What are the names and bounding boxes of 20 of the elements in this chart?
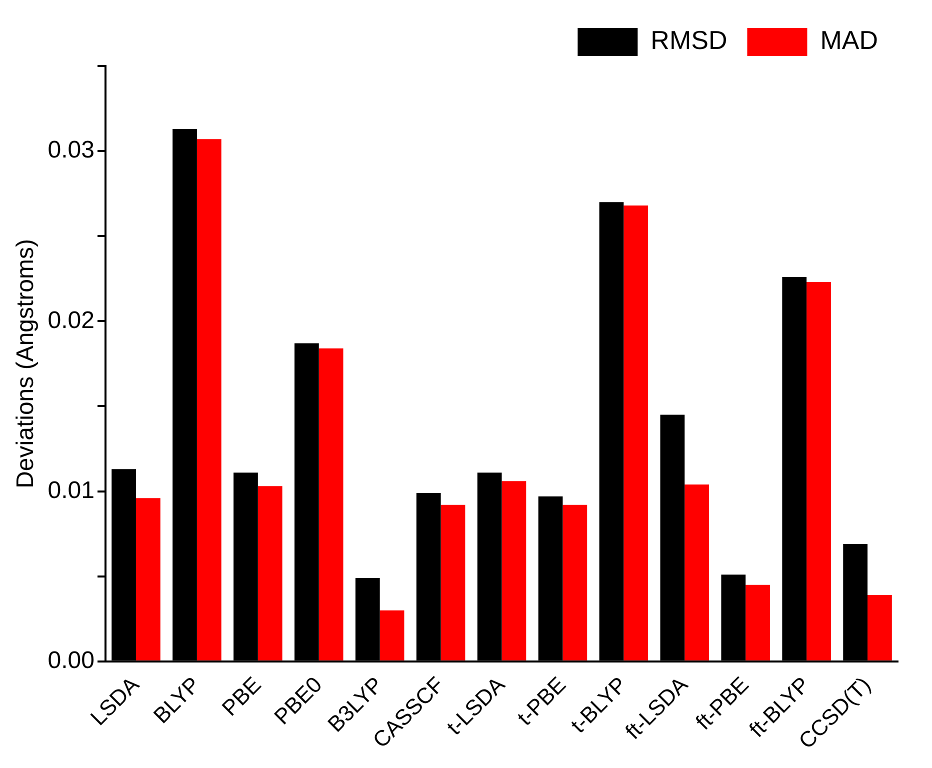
y-tick-label: 0.00 (48, 647, 95, 674)
bar (318, 348, 344, 660)
bar (196, 139, 222, 660)
legend-label: MAD (820, 25, 878, 56)
legend-label: RMSD (650, 25, 728, 56)
bar (502, 481, 526, 660)
bar (136, 498, 160, 660)
y-tick-label: 0.03 (48, 136, 95, 164)
bar (806, 282, 831, 660)
bar (440, 504, 466, 660)
bar (684, 484, 710, 660)
y-tick-label: 0.02 (48, 306, 95, 334)
bar (380, 610, 404, 660)
bar (624, 205, 648, 660)
bar (868, 595, 892, 660)
y-tick-label: 0.01 (48, 476, 95, 504)
bar (746, 584, 770, 660)
bar (562, 504, 588, 660)
bar (258, 486, 282, 660)
y-axis-title: Deviations (Angstroms) (12, 238, 40, 488)
